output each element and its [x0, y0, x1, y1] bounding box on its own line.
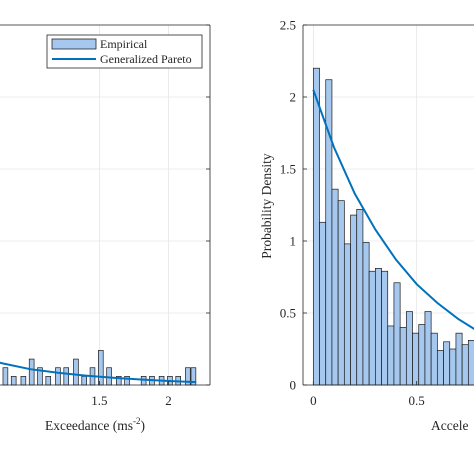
- right-bar: [374, 268, 382, 386]
- right-bar: [430, 332, 438, 386]
- right-x-tick-label: 0: [310, 393, 317, 408]
- right-x-tick-label: 0.5: [409, 393, 425, 408]
- right-bars: [312, 67, 474, 386]
- right-bar: [343, 243, 351, 386]
- left-bar: [63, 367, 70, 386]
- right-y-tick-label: 0: [290, 378, 297, 393]
- right-y-tick-label: 2.5: [280, 18, 296, 33]
- left-bar: [55, 367, 61, 386]
- right-bar: [331, 188, 339, 386]
- left-axes: [0, 24, 211, 386]
- right-y-tick-label: 0.5: [280, 306, 296, 321]
- right-bar: [350, 214, 358, 386]
- legend-label-fit: Generalized Pareto: [100, 52, 192, 66]
- right-x-axis-label: Accele: [431, 418, 468, 433]
- left-bar: [98, 350, 104, 386]
- legend: Empirical Generalized Pareto: [46, 34, 203, 69]
- right-bar: [418, 324, 426, 386]
- right-fit-curve: [312, 89, 474, 330]
- right-bar: [337, 200, 345, 386]
- legend-label-empirical: Empirical: [100, 37, 148, 51]
- right-bar: [424, 311, 432, 386]
- right-bar: [412, 332, 420, 386]
- left-bar: [81, 376, 87, 386]
- right-bar: [436, 350, 444, 386]
- left-chart-panel: 1.5 2 Exceedance (ms-2) Empirical General…: [0, 24, 211, 433]
- left-bar: [73, 358, 79, 386]
- left-tick-labels: 1.5 2: [91, 393, 171, 408]
- right-bar: [461, 344, 469, 386]
- right-bar: [449, 348, 457, 386]
- left-bar: [2, 367, 9, 386]
- right-bar: [356, 208, 364, 386]
- right-fit-line: [312, 89, 474, 330]
- left-x-axis-label: Exceedance (ms-2): [45, 416, 145, 433]
- right-y-tick-label: 2: [290, 90, 297, 105]
- right-chart-panel: 0 0.5 0 0.5 1 1.5 2 2.5 Probability Density Acc…: [259, 18, 474, 433]
- legend-swatch-empirical: [51, 38, 97, 50]
- left-bar: [20, 376, 27, 386]
- right-bar: [387, 325, 395, 386]
- right-y-axis-label: Probability Density: [259, 153, 274, 259]
- right-bar: [399, 327, 407, 386]
- left-bar: [28, 358, 35, 386]
- right-axes: [302, 24, 474, 386]
- left-fit-curve: [0, 361, 197, 384]
- right-bar: [312, 67, 320, 386]
- right-bar: [405, 311, 413, 386]
- left-fit-line: [0, 361, 197, 384]
- left-bar: [10, 376, 17, 386]
- right-bar: [443, 341, 451, 386]
- left-grid: [0, 24, 210, 386]
- right-y-tick-label: 1.5: [280, 162, 296, 177]
- right-bar: [455, 332, 463, 386]
- right-bar: [393, 282, 401, 386]
- left-bars: [2, 350, 197, 386]
- right-y-tick-label: 1: [290, 234, 297, 249]
- right-bar: [319, 221, 327, 386]
- left-x-tick-label: 1.5: [91, 393, 107, 408]
- left-bar: [45, 376, 52, 386]
- right-bar: [362, 242, 370, 386]
- right-bar: [381, 270, 389, 386]
- left-x-tick-label: 2: [165, 393, 172, 408]
- right-bar: [467, 340, 474, 386]
- right-tick-labels: 0 0.5 0 0.5 1 1.5 2 2.5: [280, 18, 425, 409]
- right-bar: [368, 270, 376, 386]
